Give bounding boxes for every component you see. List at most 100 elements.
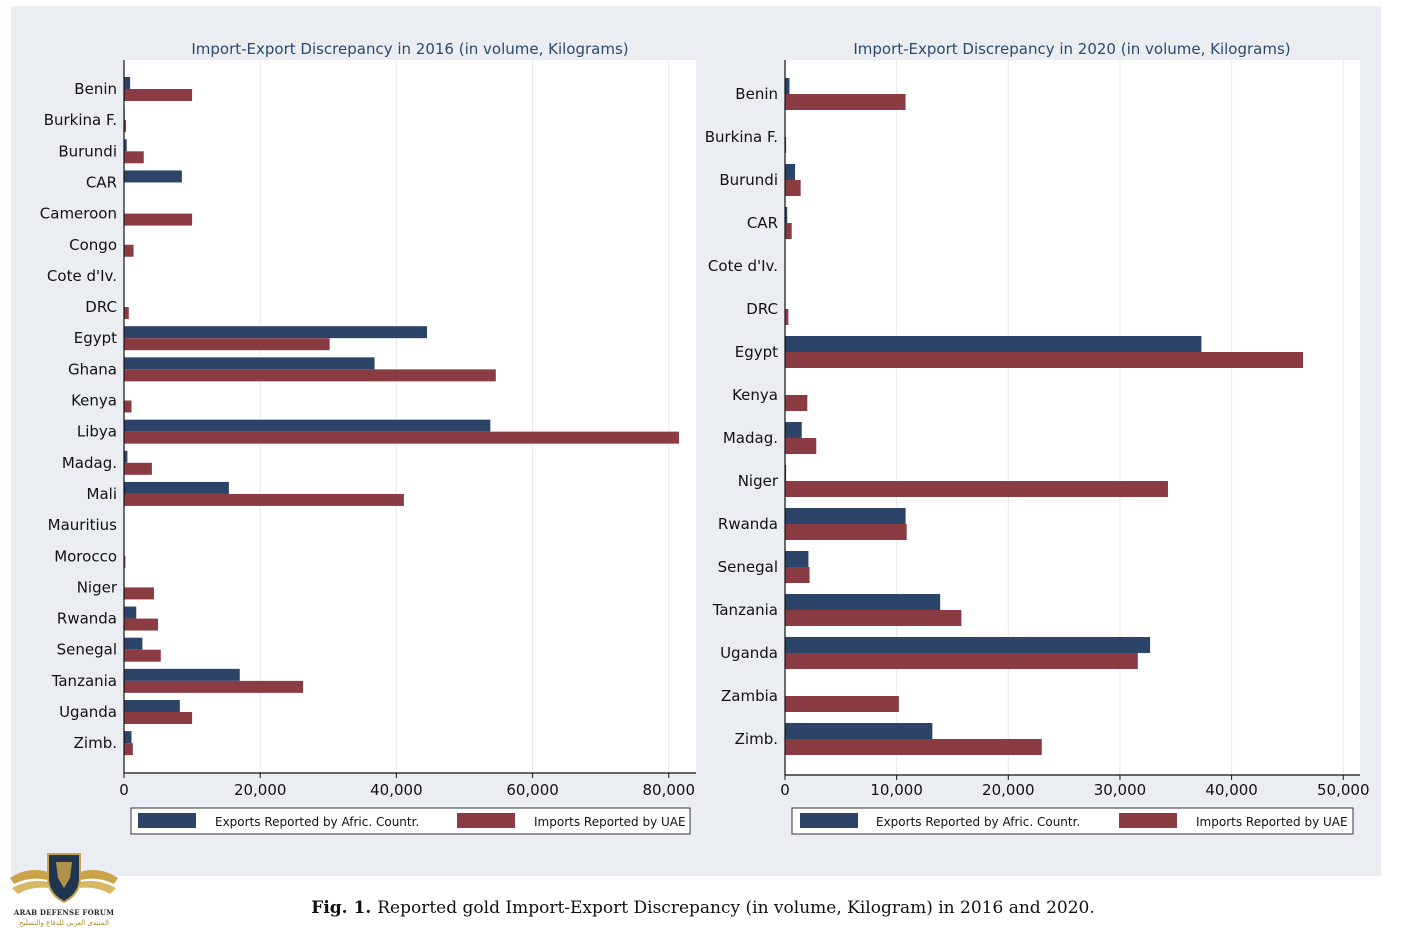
- chart-2016-bar-imports: [124, 307, 129, 320]
- chart-2020-bar-exports: [785, 637, 1151, 653]
- chart-2016-bar-imports: [124, 649, 161, 662]
- chart-2020-category-label: Madag.: [723, 429, 778, 447]
- chart-2020-bar-exports: [785, 78, 790, 94]
- chart-2020-tick-label: 10,000: [870, 781, 923, 799]
- chart-2016-bar-imports: [124, 712, 193, 724]
- chart-2016-legend-swatch-exports: [138, 813, 196, 828]
- chart-2016-category-label: Niger: [77, 578, 118, 596]
- chart-2016-tick-label: 0: [119, 781, 129, 799]
- chart-2020-tick-label: 20,000: [982, 781, 1035, 799]
- chart-2016-legend-swatch-imports: [457, 813, 515, 828]
- chart-2016-bar-exports: [124, 637, 143, 650]
- chart-2020-tick-label: 0: [780, 781, 790, 799]
- chart-2020-legend-label-exports: Exports Reported by Afric. Countr.: [876, 815, 1080, 829]
- chart-2016-bar-exports: [124, 668, 240, 681]
- chart-2020-category-label: Niger: [738, 472, 779, 490]
- chart-2020-bar-imports: [785, 739, 1042, 755]
- chart-2020-bar-imports: [785, 524, 907, 540]
- chart-2016-bar-imports: [124, 680, 304, 693]
- chart-2020-category-labels: Benin Burkina F. Burundi CAR Cote d'Iv. DRC Eg…: [705, 85, 779, 748]
- chart-2016-category-label: Burundi: [58, 142, 117, 160]
- chart-2020-bar-exports: [785, 336, 1202, 352]
- chart-2016-category-label: Tanzania: [51, 672, 117, 690]
- chart-2020-axes: [784, 60, 1360, 776]
- chart-2016-category-label: Benin: [74, 80, 117, 98]
- chart-2020-bar-exports: [785, 723, 933, 739]
- chart-2020-bar-exports: [785, 164, 796, 180]
- chart-2020-legend-label-imports: Imports Reported by UAE: [1196, 815, 1348, 829]
- chart-2016-tick-label: 40,000: [370, 781, 423, 799]
- chart-2016-bar-imports: [124, 743, 133, 756]
- chart-2016-tick-label: 20,000: [234, 781, 287, 799]
- chart-2016-bar-imports: [124, 89, 193, 101]
- chart-2020-bar-imports: [785, 696, 899, 712]
- chart-2016-legend-label-exports: Exports Reported by Afric. Countr.: [215, 815, 419, 829]
- chart-2016-bar-exports: [124, 77, 131, 89]
- chart-2016-category-labels: Benin Burkina F. Burundi CAR Cameroon Congo Co…: [40, 80, 118, 752]
- chart-2016-category-label: Uganda: [59, 703, 117, 721]
- chart-2016-legend-label-imports: Imports Reported by UAE: [534, 815, 686, 829]
- chart-2016-category-label: Senegal: [57, 641, 117, 659]
- chart-2020-category-label: Senegal: [718, 558, 778, 576]
- chart-2016-category-label: Morocco: [54, 547, 117, 565]
- chart-2016-bar-exports: [124, 450, 128, 463]
- chart-2016-bar-exports: [124, 139, 127, 152]
- chart-2016-category-label: Burkina F.: [44, 111, 117, 129]
- chart-2020-category-label: Egypt: [735, 343, 778, 361]
- chart-2016-plot-area: [124, 60, 696, 773]
- arab-defense-forum-watermark: ARAB DEFENSE FORUM المنتدى العربي للدفاع…: [8, 848, 120, 930]
- chart-2020-bar-imports: [785, 223, 792, 239]
- chart-2016-bar-exports: [124, 170, 182, 183]
- chart-2020-title: Import-Export Discrepancy in 2020 (in vo…: [853, 40, 1290, 58]
- chart-2016-bar-exports: [124, 731, 132, 744]
- chart-2016-tick-labels: 0 20,000 40,000 60,000 80,000: [119, 773, 695, 799]
- chart-2020-category-label: Zimb.: [735, 730, 778, 748]
- chart-2016-bar-imports: [124, 213, 193, 226]
- chart-2016-gridlines: [259, 60, 670, 773]
- chart-2020-bar-exports: [785, 422, 802, 438]
- chart-2016-bar-imports: [124, 493, 404, 506]
- chart-2016-bar-imports: [124, 587, 154, 600]
- chart-2020-category-label: Benin: [735, 85, 778, 103]
- chart-2016-category-label: DRC: [85, 298, 117, 316]
- chart-2020-category-label: Uganda: [720, 644, 778, 662]
- chart-2016: Import-Export Discrepancy in 2016 (in vo…: [40, 40, 696, 835]
- chart-2016-bar-exports: [124, 481, 229, 494]
- chart-2016-tick-label: 80,000: [643, 781, 696, 799]
- chart-2020-legend-box: [791, 807, 1354, 835]
- chart-2020-category-label: Tanzania: [712, 601, 778, 619]
- chart-2016-bar-imports: [124, 556, 126, 569]
- chart-2020-category-label: Rwanda: [718, 515, 778, 533]
- chart-2016-category-label: Cote d'Iv.: [47, 267, 117, 285]
- chart-2020-bar-imports: [785, 309, 789, 325]
- chart-2020-bar-imports: [785, 438, 817, 454]
- chart-2020-bar-imports: [785, 567, 810, 583]
- shield-logo-icon: [10, 853, 118, 904]
- chart-2016-bar-imports: [124, 338, 330, 351]
- chart-2016-bars: [124, 77, 679, 756]
- chart-2016-category-label: Kenya: [71, 392, 117, 410]
- chart-2020-bar-exports: [785, 551, 809, 567]
- chart-2016-legend-box: [130, 807, 691, 835]
- chart-2016-category-label: Egypt: [74, 329, 117, 347]
- chart-2016-bar-imports: [124, 244, 134, 257]
- chart-2020-bar-imports: [785, 610, 962, 626]
- chart-2020-category-label: Burundi: [719, 171, 778, 189]
- chart-2016-title: Import-Export Discrepancy in 2016 (in vo…: [191, 40, 628, 58]
- chart-2016-category-label: CAR: [86, 173, 117, 191]
- chart-2016-bar-imports: [124, 431, 679, 444]
- chart-2020: Import-Export Discrepancy in 2020 (in vo…: [705, 40, 1370, 835]
- chart-2016-bar-imports: [124, 120, 127, 133]
- chart-2016-bar-imports: [124, 369, 496, 382]
- chart-2016-category-label: Cameroon: [40, 205, 117, 223]
- chart-2020-bar-exports: [785, 594, 941, 610]
- chart-2020-category-label: Cote d'Iv.: [708, 257, 778, 275]
- chart-2016-axes: [123, 60, 696, 774]
- chart-2016-tick-label: 60,000: [506, 781, 559, 799]
- chart-2020-bar-exports: [785, 508, 906, 524]
- chart-2016-bar-exports: [124, 326, 428, 339]
- chart-2020-bar-imports: [785, 94, 906, 110]
- figure-caption-label: Fig. 1.: [311, 898, 372, 918]
- chart-2020-category-label: Burkina F.: [705, 128, 778, 146]
